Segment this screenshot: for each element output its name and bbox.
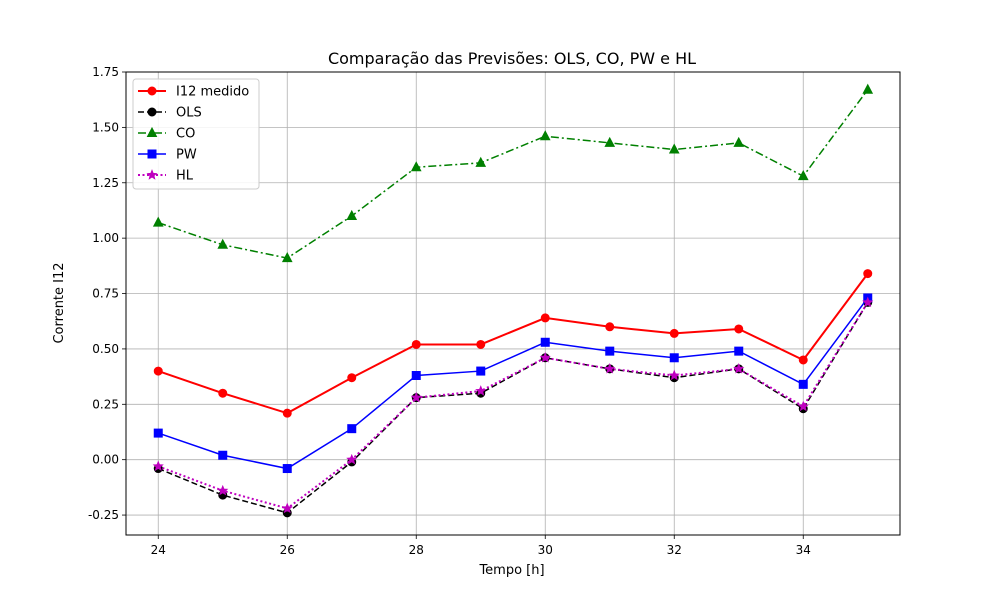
- chart-title: Comparação das Previsões: OLS, CO, PW e …: [328, 49, 696, 68]
- y-axis-label: Corrente I12: [52, 262, 67, 343]
- axis-ticks: 24 26 28 30 32 34 -0.25 0.00 0.25 0.50 0.75 1.00 1.2…: [88, 65, 811, 557]
- legend-marker: [146, 126, 158, 137]
- data-point-co: [410, 161, 422, 172]
- data-point-pw: [798, 379, 808, 389]
- legend-label: I12 medido: [176, 85, 249, 100]
- data-point-co: [604, 136, 616, 147]
- data-point-pw: [282, 464, 292, 474]
- legend-item-i12-medido: I12 medido: [138, 85, 249, 100]
- series-co: [152, 83, 874, 263]
- legend-marker: [147, 107, 157, 117]
- data-point-pw: [540, 337, 550, 347]
- data-point-hl: [862, 296, 874, 308]
- data-point-i12-medido: [282, 408, 292, 418]
- data-point-i12-medido: [605, 322, 615, 332]
- x-axis-label: Tempo [h]: [478, 563, 544, 578]
- data-point-i12-medido: [218, 388, 228, 398]
- legend-item-co: CO: [138, 127, 195, 142]
- data-point-i12-medido: [411, 339, 421, 349]
- y-tick-label: 1.00: [92, 231, 119, 245]
- series-hl: [152, 296, 874, 514]
- data-point-hl: [604, 363, 616, 374]
- data-point-pw: [218, 450, 228, 460]
- y-tick-label: 0.00: [92, 453, 119, 467]
- plot-frame: [125, 71, 901, 536]
- y-tick-label: 1.50: [92, 120, 119, 134]
- y-tick-label: -0.25: [88, 508, 119, 522]
- series-pw: [153, 293, 873, 474]
- data-point-i12-medido: [669, 328, 679, 338]
- legend-label: HL: [176, 169, 194, 184]
- data-point-co: [539, 130, 551, 141]
- data-point-hl: [281, 502, 293, 514]
- data-point-i12-medido: [540, 313, 550, 323]
- data-point-i12-medido: [347, 373, 357, 383]
- data-point-i12-medido: [798, 355, 808, 365]
- legend-label: OLS: [176, 106, 202, 121]
- x-tick-label: 26: [280, 543, 295, 557]
- data-point-pw: [734, 346, 744, 356]
- series-layer: [152, 83, 874, 518]
- data-point-hl: [152, 460, 164, 472]
- series-line-ols: [157, 302, 869, 514]
- x-tick-label: 32: [667, 543, 682, 557]
- series-i12-medido: [153, 269, 873, 418]
- data-point-hl: [217, 484, 229, 496]
- data-point-pw: [605, 346, 615, 356]
- legend-box: [132, 78, 260, 190]
- data-point-hl: [410, 391, 422, 403]
- x-tick-label: 34: [796, 543, 811, 557]
- data-point-pw: [476, 366, 486, 376]
- data-point-pw: [669, 353, 679, 363]
- y-tick-label: 1.25: [92, 176, 119, 190]
- data-point-co: [797, 170, 809, 181]
- data-point-co: [668, 143, 680, 154]
- data-point-co: [733, 136, 745, 147]
- data-point-pw: [347, 424, 357, 434]
- data-point-i12-medido: [734, 324, 744, 334]
- data-point-co: [281, 252, 293, 263]
- data-point-co: [862, 83, 874, 94]
- data-point-hl: [475, 385, 487, 396]
- legend-item-pw: PW: [138, 148, 197, 163]
- data-point-i12-medido: [863, 269, 873, 279]
- legend-marker: [146, 169, 158, 180]
- data-point-hl: [539, 351, 551, 363]
- data-point-co: [152, 216, 164, 227]
- series-line-i12-medido: [157, 272, 869, 415]
- data-point-co: [217, 238, 229, 249]
- legend-label: PW: [176, 148, 197, 163]
- y-tick-label: 0.50: [92, 342, 119, 356]
- data-point-i12-medido: [476, 339, 486, 349]
- grid: [126, 71, 900, 535]
- series-line-co: [158, 89, 869, 259]
- x-tick-label: 28: [409, 543, 424, 557]
- x-tick-label: 30: [538, 543, 553, 557]
- x-tick-label: 24: [151, 543, 166, 557]
- data-point-co: [346, 209, 358, 220]
- data-point-i12-medido: [153, 366, 163, 376]
- data-point-hl: [797, 400, 809, 412]
- y-tick-label: 0.25: [92, 397, 119, 411]
- data-point-co: [475, 156, 487, 167]
- legend-item-hl: HL: [138, 169, 194, 184]
- legend-label: CO: [176, 127, 195, 142]
- data-point-hl: [733, 363, 745, 374]
- data-point-pw: [153, 428, 163, 438]
- data-point-pw: [411, 370, 421, 380]
- data-point-hl: [668, 369, 680, 381]
- data-point-hl: [346, 453, 358, 465]
- legend: I12 medido OLS CO PW HL: [132, 78, 260, 190]
- series-line-pw: [158, 297, 869, 470]
- legend-item-ols: OLS: [138, 106, 202, 121]
- y-tick-label: 1.75: [92, 65, 119, 79]
- legend-marker: [147, 86, 157, 96]
- y-tick-label: 0.75: [92, 287, 119, 301]
- legend-marker: [147, 149, 157, 159]
